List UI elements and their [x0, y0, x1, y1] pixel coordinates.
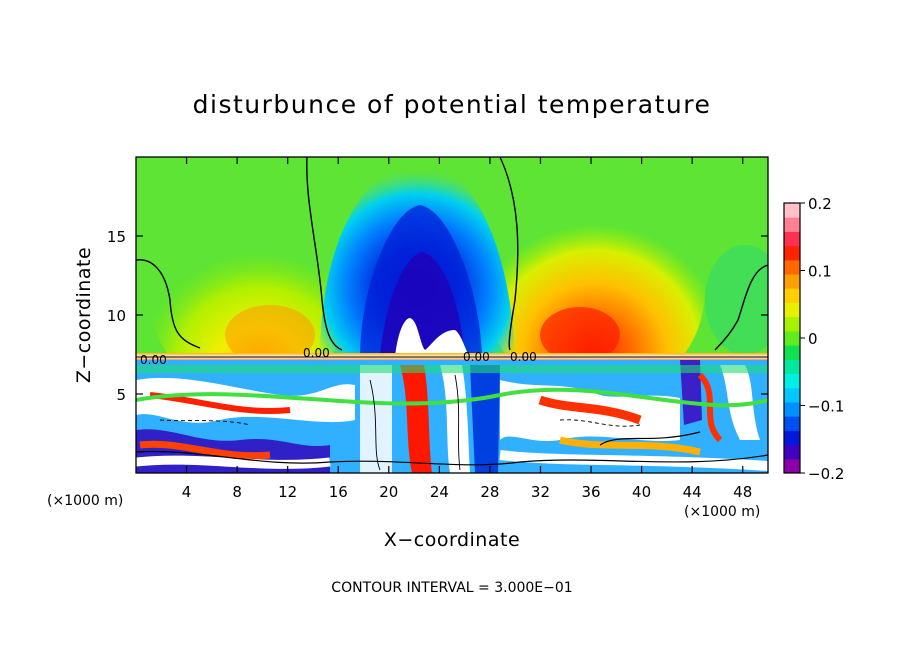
x-tick-label: 12: [278, 483, 297, 501]
colorbar-tick-label: −0.1: [808, 398, 844, 416]
colorbar-swatch: [784, 203, 800, 218]
x-tick-label: 48: [733, 483, 752, 501]
colorbar-swatch: [784, 330, 800, 346]
x-axis-label: X−coordinate: [384, 529, 520, 551]
contour-labels: 0.00 0.00 0.00 0.00: [140, 346, 537, 367]
y-tick-label: 5: [116, 386, 126, 404]
colorbar-tick-label: 0.2: [808, 195, 832, 213]
colorbar-tick-label: 0: [808, 330, 818, 348]
colorbar-swatch: [784, 231, 800, 247]
colorbar-swatch: [784, 458, 800, 474]
x-tick-label: 32: [531, 483, 550, 501]
chart-title: disturbunce of potential temperature: [193, 90, 712, 119]
colorbar-swatch: [784, 401, 800, 417]
contour-label: 0.00: [463, 350, 490, 364]
colorbar-swatch: [784, 316, 800, 332]
colorbar-swatch: [784, 345, 800, 360]
colorbar-swatch: [784, 387, 800, 403]
y-tick-label: 10: [107, 307, 126, 325]
x-tick-label: 16: [329, 483, 348, 501]
colorbar-tick-label: 0.1: [808, 263, 832, 281]
colorbar-swatch: [784, 245, 800, 261]
colorbar-swatch: [784, 373, 800, 389]
x-unit-right: (×1000 m): [684, 504, 760, 520]
contour-lines: [136, 157, 768, 471]
x-tick-label: 36: [581, 483, 600, 501]
x-tick-label: 28: [480, 483, 499, 501]
y-axis: 5 10 15: [107, 228, 768, 404]
colorbar: 0.2 0.1 0 −0.1 −0.2: [783, 195, 844, 483]
plot-area: [136, 157, 768, 473]
colorbar-swatch: [784, 217, 800, 232]
colorbar-swatch: [784, 259, 800, 275]
x-unit-left: (×1000 m): [47, 493, 123, 509]
x-tick-label: 8: [232, 483, 242, 501]
contour-label: 0.00: [303, 346, 330, 360]
y-tick-label: 15: [107, 228, 126, 246]
x-tick-label: 24: [430, 483, 449, 501]
colorbar-swatch: [784, 288, 800, 303]
x-tick-label: 44: [683, 483, 702, 501]
colorbar-tick-label: −0.2: [808, 465, 844, 483]
x-tick-label: 20: [379, 483, 398, 501]
colorbar-swatch: [784, 444, 800, 460]
y-axis-label: Z−coordinate: [73, 247, 95, 383]
contour-label: 0.00: [510, 350, 537, 364]
colorbar-swatch: [784, 416, 800, 431]
colorbar-swatch: [784, 274, 800, 289]
x-axis: 4 8 12 16 20 24 28 32 36 40 44 48: [182, 157, 752, 501]
colorbar-swatch: [784, 430, 800, 446]
colorbar-swatch: [784, 359, 800, 375]
x-tick-label: 4: [182, 483, 192, 501]
contour-interval-note: CONTOUR INTERVAL = 3.000E−01: [331, 580, 572, 596]
contour-label: 0.00: [140, 353, 167, 367]
x-tick-label: 40: [632, 483, 651, 501]
colorbar-swatch: [784, 302, 800, 318]
